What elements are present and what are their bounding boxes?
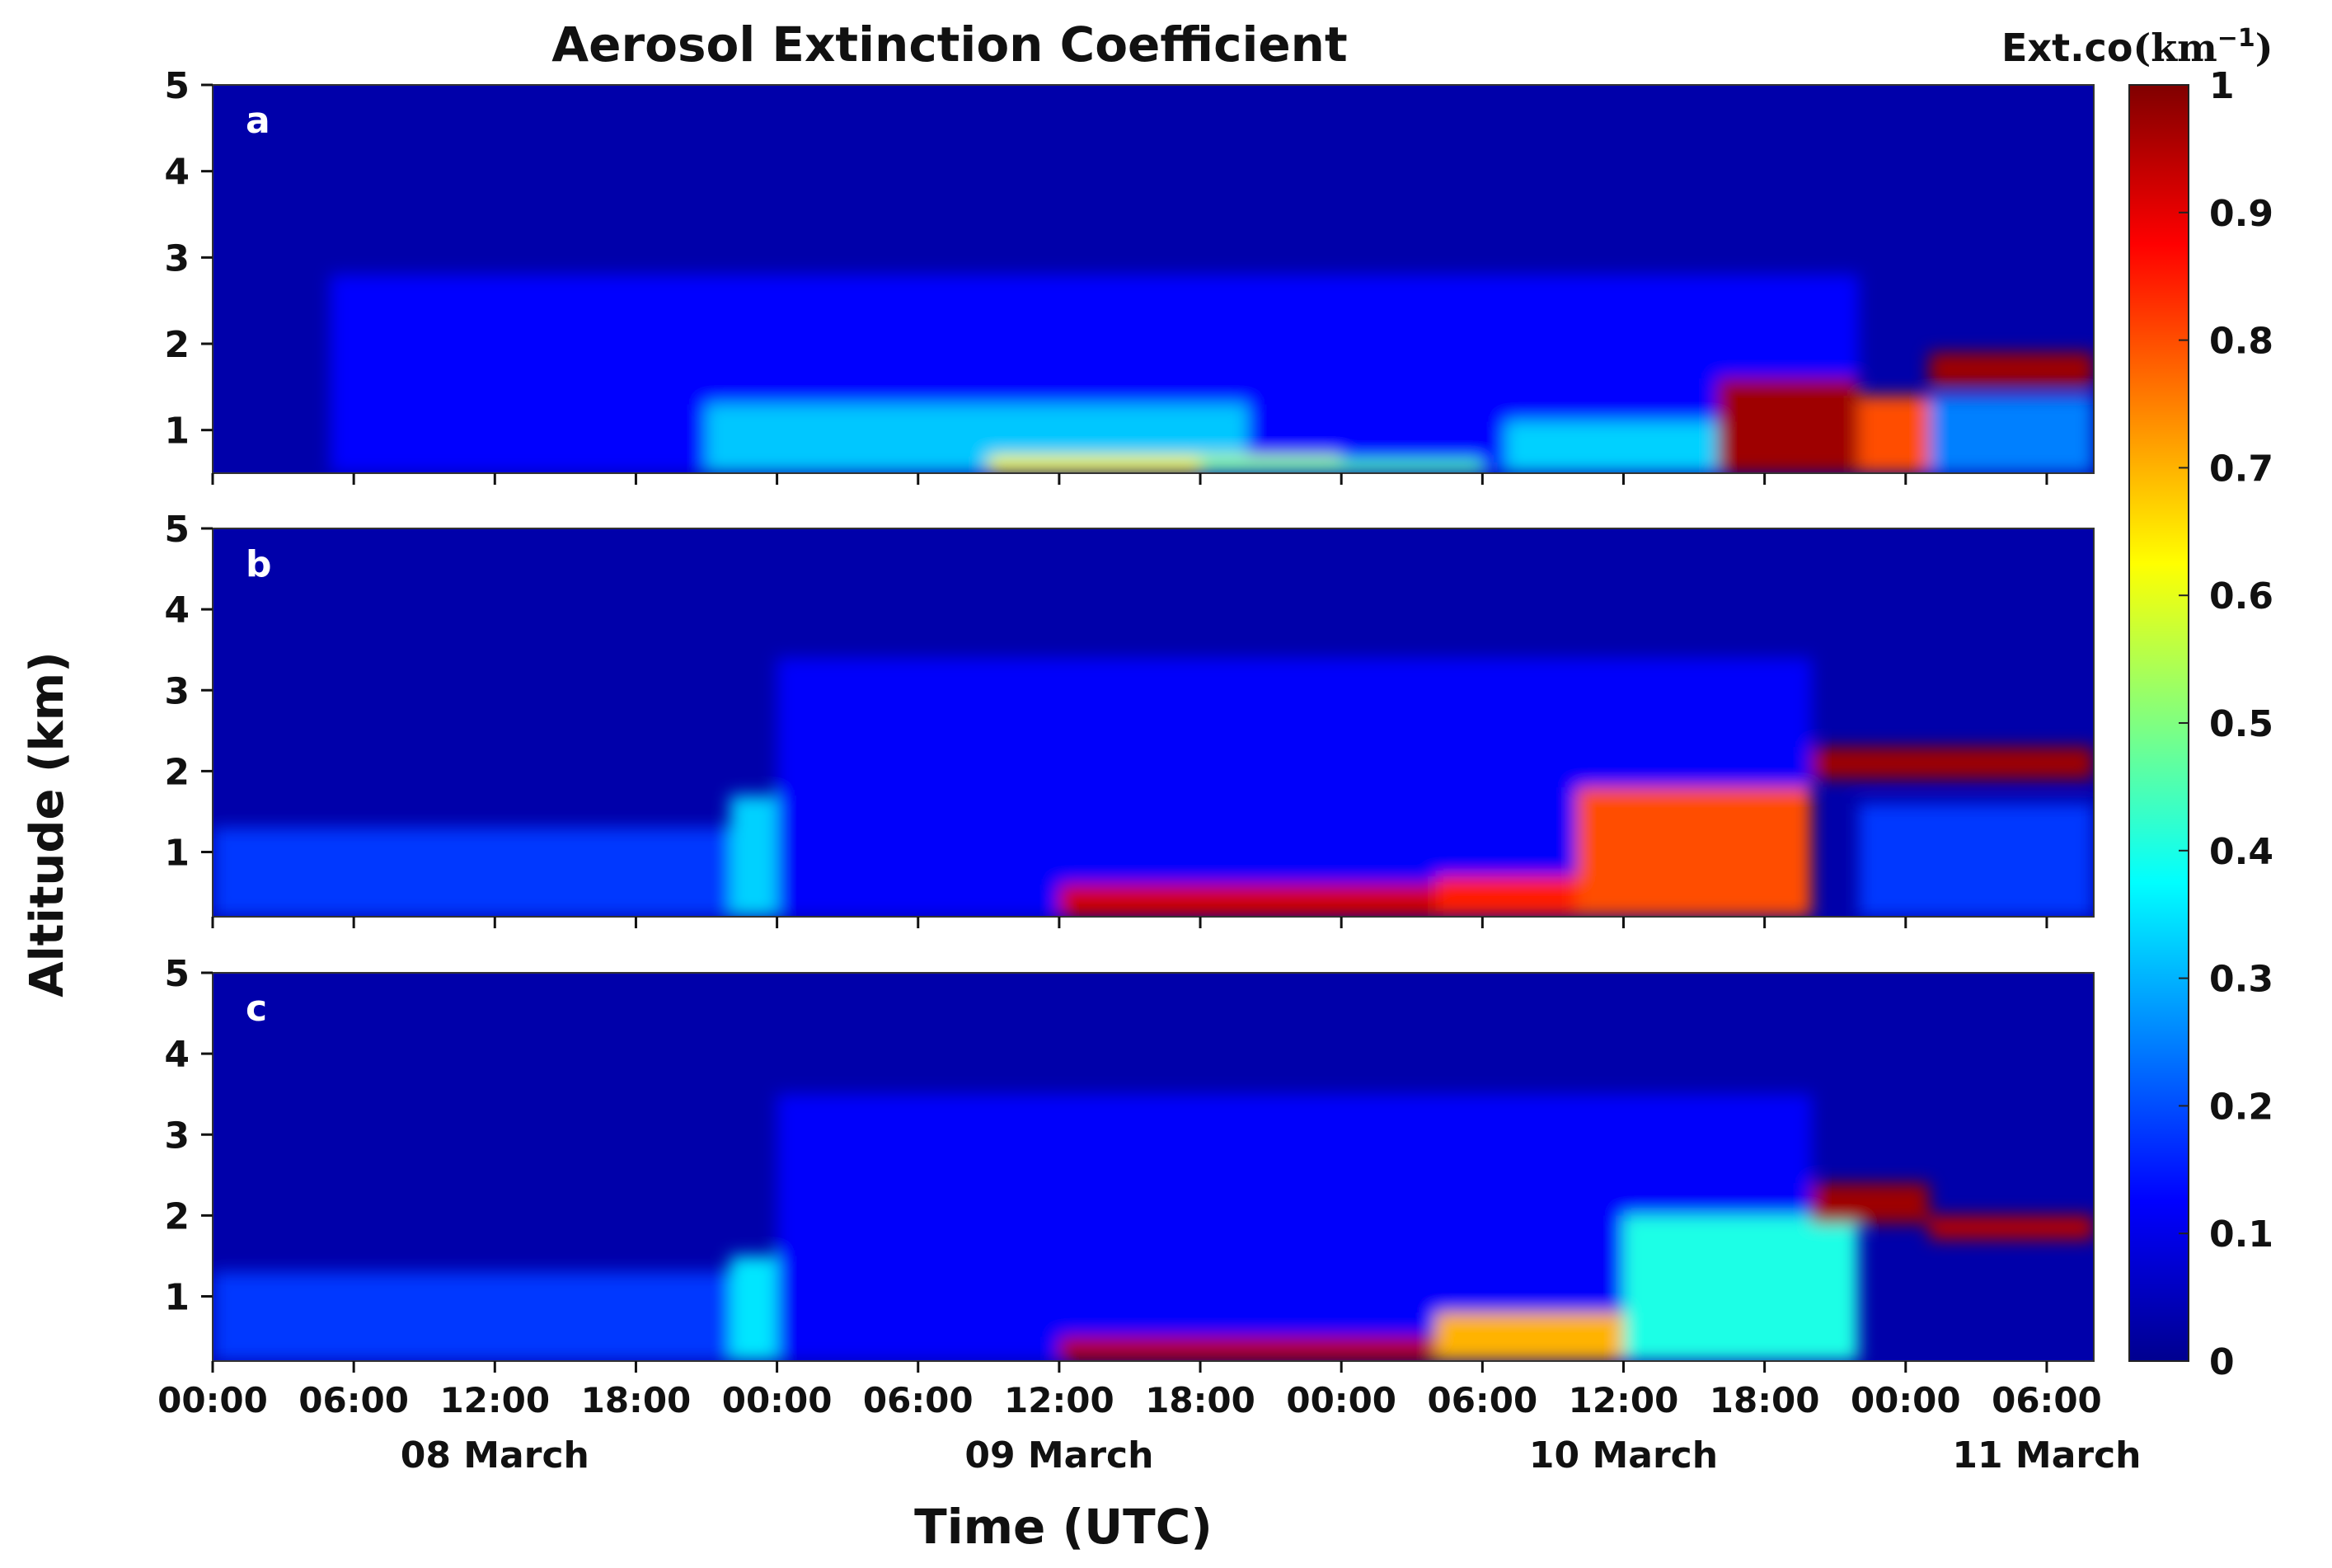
colorbar-tick-label: 0 (2209, 1341, 2235, 1383)
colorbar-title-exp: −1 (2217, 24, 2255, 53)
y-tick-label: 4 (164, 152, 190, 194)
chart-title: Aerosol Extinction Coefficient (551, 16, 1347, 73)
y-tick-label: 2 (164, 324, 190, 366)
x-tick-label: 00:00 (1286, 1380, 1396, 1420)
colorbar-tick-label: 0.8 (2209, 321, 2273, 363)
panel-frame (212, 528, 2095, 918)
panel-frame (212, 972, 2095, 1362)
aerosol-feature (1929, 1215, 2094, 1240)
x-tick-label: 00:00 (722, 1380, 833, 1420)
x-tick-label: 18:00 (581, 1380, 692, 1420)
aerosol-feature (213, 828, 730, 917)
panel-letter: a (246, 100, 270, 142)
y-tick-label: 5 (164, 65, 190, 107)
y-tick-label: 1 (164, 1277, 190, 1319)
colorbar-tick-label: 0.1 (2209, 1214, 2273, 1256)
aerosol-feature (1623, 1215, 1859, 1361)
colorbar-tick-label: 0.3 (2209, 959, 2273, 1001)
colorbar-tick-label: 0.5 (2209, 703, 2273, 745)
date-label: 11 March (1952, 1434, 2141, 1476)
colorbar-tick-label: 0.9 (2209, 193, 2273, 235)
y-tick-label: 2 (164, 1195, 190, 1237)
aerosol-feature (1929, 395, 2094, 473)
panel-letter: c (246, 988, 267, 1030)
y-tick-label: 1 (164, 411, 190, 453)
colorbar-title: Ext.co(km−1) (2001, 24, 2273, 70)
date-label: 09 March (964, 1434, 1153, 1476)
x-tick-label: 12:00 (439, 1380, 550, 1420)
panel-frame (212, 84, 2095, 474)
date-labels: 08 March 09 March 10 March 11 March (401, 1434, 2142, 1476)
panel-c: c 1 2 3 4 5 (164, 953, 2095, 1373)
aerosol-feature (1929, 352, 2094, 387)
colorbar-title-prefix: Ext.co (2001, 26, 2133, 70)
colorbar-title-close: ) (2255, 26, 2273, 70)
panel-a: a 1 2 3 4 5 (164, 65, 2095, 485)
y-tick-label: 5 (164, 953, 190, 995)
x-tick-label: 00:00 (1851, 1380, 1961, 1420)
x-axis-ticks: 00:00 06:00 12:00 18:00 00:00 06:00 12:00 18:00… (157, 1380, 2102, 1420)
x-tick-label: 06:00 (1992, 1380, 2102, 1420)
panel-b: b 1 2 3 4 5 (164, 509, 2095, 928)
x-tick-label: 06:00 (298, 1380, 409, 1420)
y-tick-label: 4 (164, 589, 190, 631)
date-label: 08 March (401, 1434, 589, 1476)
date-label: 10 March (1529, 1434, 1718, 1476)
y-tick-label: 3 (164, 1115, 190, 1157)
x-tick-label: 00:00 (157, 1380, 268, 1420)
x-tick-label: 06:00 (863, 1380, 974, 1420)
aerosol-feature (1858, 803, 2094, 917)
aerosol-feature (1811, 1183, 1930, 1224)
colorbar-tick-label: 1 (2209, 65, 2235, 107)
x-tick-label: 18:00 (1710, 1380, 1820, 1420)
aerosol-feature (1200, 460, 1483, 473)
x-tick-label: 18:00 (1145, 1380, 1255, 1420)
y-tick-label: 3 (164, 237, 190, 279)
colorbar-tick-label: 0.2 (2209, 1086, 2273, 1128)
x-axis-label: Time (UTC) (914, 1499, 1213, 1555)
aerosol-feature (1717, 378, 1859, 473)
x-tick-label: 12:00 (1569, 1380, 1679, 1420)
heatmap-panels: a 1 2 3 4 5 b 1 2 3 4 5 c 1 2 3 4 5 (164, 65, 2095, 1373)
aerosol-feature (1505, 421, 1718, 473)
y-tick-label: 2 (164, 751, 190, 793)
y-tick-label: 3 (164, 670, 190, 712)
colorbar-title-unit: (km (2133, 26, 2217, 70)
aerosol-feature (1811, 746, 2094, 780)
colorbar-tick-label: 0.4 (2209, 831, 2273, 873)
x-tick-label: 06:00 (1427, 1380, 1537, 1420)
aerosol-feature (1576, 787, 1812, 917)
colorbar-tick-label: 0.6 (2209, 575, 2273, 617)
aerosol-feature (213, 1272, 730, 1361)
y-tick-label: 1 (164, 833, 190, 875)
aerosol-feature (1058, 884, 1436, 917)
y-axis-label: Altitude (km) (21, 651, 74, 997)
colorbar-ticks: 0 0.1 0.2 0.3 0.4 0.5 0.6 0.7 0.8 0.9 1 (2179, 65, 2273, 1383)
x-tick-label: 12:00 (1004, 1380, 1114, 1420)
colorbar-tick-label: 0.7 (2209, 448, 2273, 490)
y-tick-label: 5 (164, 509, 190, 551)
panel-letter: b (246, 543, 272, 585)
y-tick-label: 4 (164, 1034, 190, 1076)
